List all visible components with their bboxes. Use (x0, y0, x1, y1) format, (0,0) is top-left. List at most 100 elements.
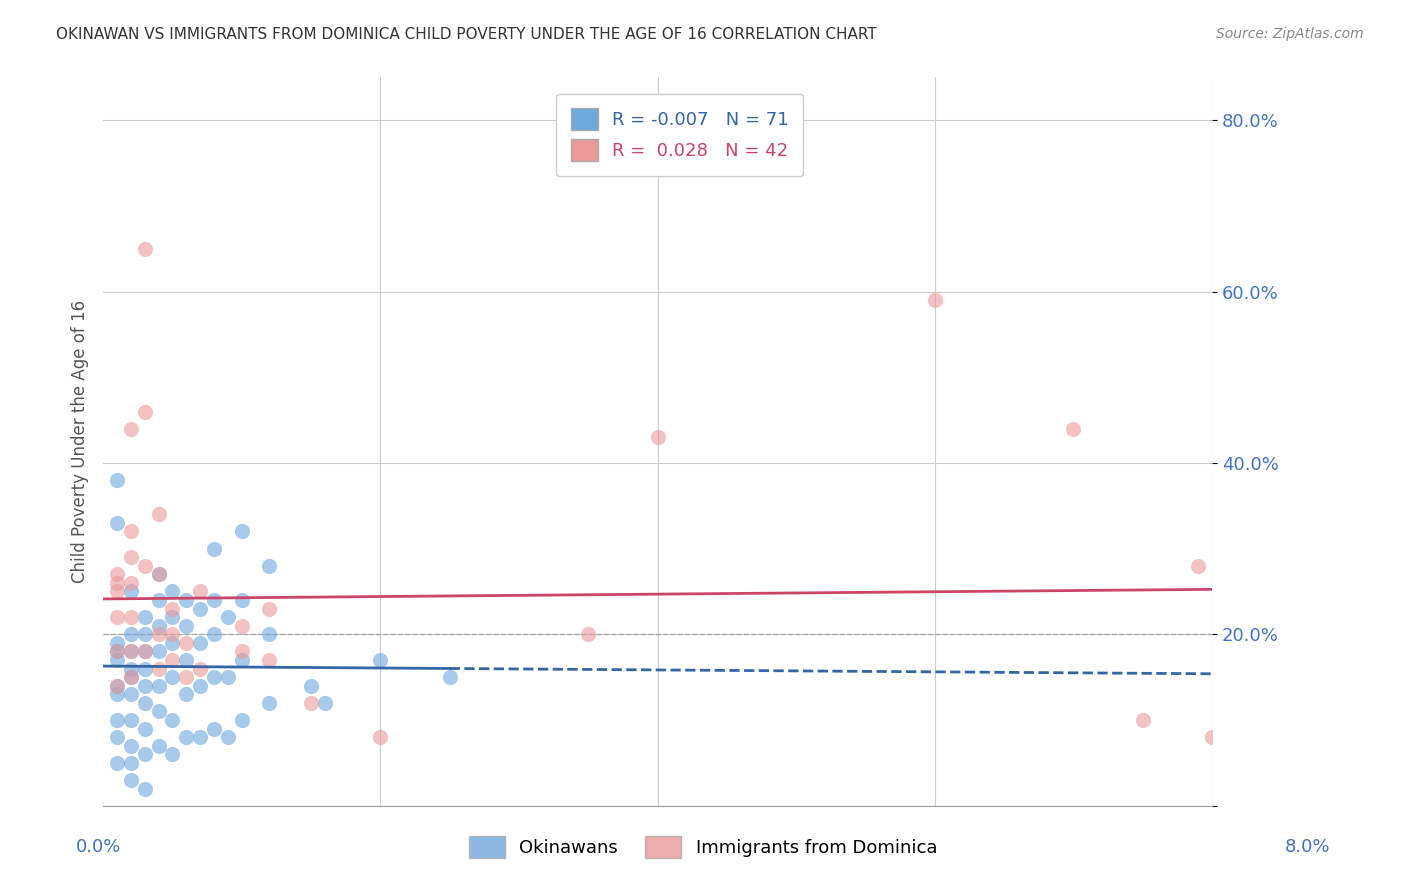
Point (134, 404, 156, 418)
Point (231, 713, 253, 727)
Point (217, 610, 239, 624)
Point (174, 636, 197, 650)
Point (174, 730, 197, 744)
Point (134, 644, 156, 658)
Point (259, 601, 281, 615)
Point (299, 696, 322, 710)
Point (231, 593, 253, 607)
Point (105, 756, 128, 770)
Point (188, 601, 211, 615)
Point (259, 627, 281, 641)
Point (105, 644, 128, 658)
Point (299, 679, 322, 693)
Point (162, 653, 184, 667)
Point (105, 473, 128, 487)
Y-axis label: Child Poverty Under the Age of 16: Child Poverty Under the Age of 16 (72, 300, 89, 583)
Point (162, 670, 184, 684)
Text: OKINAWAN VS IMMIGRANTS FROM DOMINICA CHILD POVERTY UNDER THE AGE OF 16 CORRELATI: OKINAWAN VS IMMIGRANTS FROM DOMINICA CHI… (56, 27, 877, 42)
Point (120, 627, 142, 641)
Point (259, 558, 281, 573)
Point (188, 662, 211, 676)
Point (105, 516, 128, 530)
Point (134, 627, 156, 641)
Point (162, 610, 184, 624)
Point (217, 730, 239, 744)
Point (148, 567, 170, 582)
Point (231, 524, 253, 539)
Point (120, 670, 142, 684)
Point (134, 644, 156, 658)
Point (120, 687, 142, 701)
Point (162, 584, 184, 599)
Point (105, 687, 128, 701)
Point (120, 584, 142, 599)
Point (105, 730, 128, 744)
Point (148, 644, 170, 658)
Point (1062, 422, 1084, 436)
Point (1201, 730, 1223, 744)
Legend: Okinawans, Immigrants from Dominica: Okinawans, Immigrants from Dominica (461, 829, 945, 865)
Point (120, 756, 142, 770)
Point (120, 550, 142, 565)
Point (162, 636, 184, 650)
Point (188, 679, 211, 693)
Point (105, 584, 128, 599)
Point (105, 575, 128, 590)
Point (120, 662, 142, 676)
Point (162, 747, 184, 762)
Point (105, 679, 128, 693)
Point (1270, 756, 1292, 770)
Point (188, 730, 211, 744)
Text: 8.0%: 8.0% (1285, 838, 1330, 856)
Point (174, 670, 197, 684)
Point (217, 670, 239, 684)
Point (105, 679, 128, 693)
Point (134, 747, 156, 762)
Point (105, 610, 128, 624)
Point (148, 705, 170, 719)
Point (148, 627, 170, 641)
Point (148, 679, 170, 693)
Point (120, 575, 142, 590)
Point (1132, 713, 1154, 727)
Point (134, 696, 156, 710)
Point (120, 644, 142, 658)
Point (148, 567, 170, 582)
Point (148, 662, 170, 676)
Text: Source: ZipAtlas.com: Source: ZipAtlas.com (1216, 27, 1364, 41)
Point (120, 739, 142, 753)
Point (188, 584, 211, 599)
Point (647, 430, 669, 444)
Point (148, 739, 170, 753)
Point (174, 593, 197, 607)
Point (120, 610, 142, 624)
Point (162, 601, 184, 615)
Point (134, 242, 156, 256)
Point (134, 722, 156, 736)
Point (202, 627, 225, 641)
Point (134, 662, 156, 676)
Point (259, 653, 281, 667)
Point (105, 653, 128, 667)
Text: 0.0%: 0.0% (76, 838, 121, 856)
Point (162, 627, 184, 641)
Point (148, 508, 170, 522)
Point (134, 679, 156, 693)
Point (148, 593, 170, 607)
Point (105, 636, 128, 650)
Point (120, 644, 142, 658)
Point (576, 627, 599, 641)
Point (202, 722, 225, 736)
Point (105, 713, 128, 727)
Point (134, 781, 156, 796)
Point (231, 653, 253, 667)
Point (231, 644, 253, 658)
Point (924, 293, 946, 308)
Point (120, 772, 142, 787)
Point (120, 524, 142, 539)
Point (174, 653, 197, 667)
Point (120, 670, 142, 684)
Point (314, 696, 336, 710)
Point (134, 558, 156, 573)
Point (120, 713, 142, 727)
